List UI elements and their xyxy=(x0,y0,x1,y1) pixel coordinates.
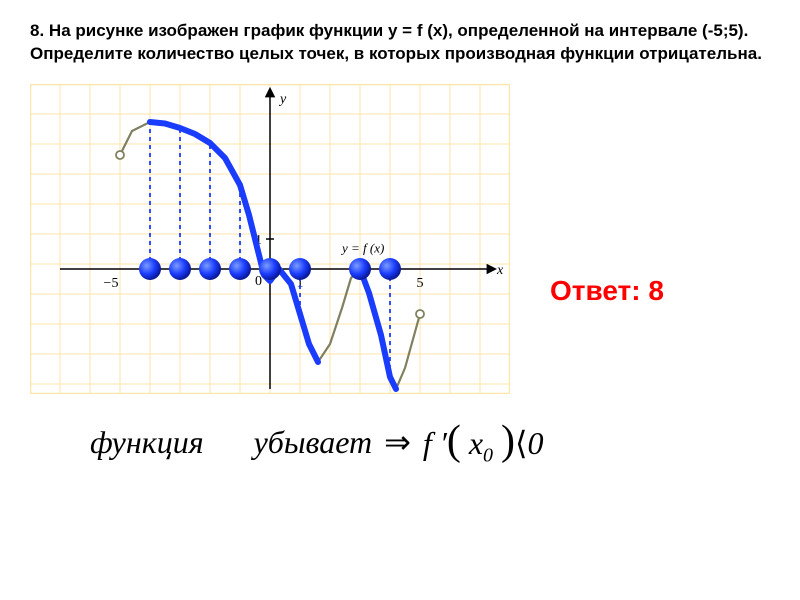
svg-text:−5: −5 xyxy=(104,276,119,291)
svg-text:y = f (x): y = f (x) xyxy=(340,240,384,255)
svg-text:y: y xyxy=(278,92,287,107)
svg-text:5: 5 xyxy=(417,276,424,291)
implies-symbol: ⇒ xyxy=(384,423,411,461)
answer-value: 8 xyxy=(648,275,664,306)
problem-text: На рисунке изображен график функции y = … xyxy=(30,21,762,63)
derivative-expr: f ′( x0 )⟨0 xyxy=(423,417,544,467)
svg-text:x: x xyxy=(496,263,504,278)
svg-text:0: 0 xyxy=(255,274,262,289)
answer-block: Ответ: 8 xyxy=(550,275,664,307)
problem-statement: 8. На рисунке изображен график функции y… xyxy=(30,20,770,66)
chart-svg: −50151xyy = f (x) xyxy=(30,84,510,394)
formula-row: функция убывает ⇒ f ′( x0 )⟨0 xyxy=(30,417,770,467)
answer-label: Ответ: xyxy=(550,275,641,306)
formula-word-2: убывает xyxy=(254,424,373,461)
formula-word-1: функция xyxy=(90,424,204,461)
function-chart: −50151xyy = f (x) xyxy=(30,84,510,399)
problem-number: 8. xyxy=(30,21,44,40)
formula-expression: убывает ⇒ f ′( x0 )⟨0 xyxy=(254,417,544,467)
